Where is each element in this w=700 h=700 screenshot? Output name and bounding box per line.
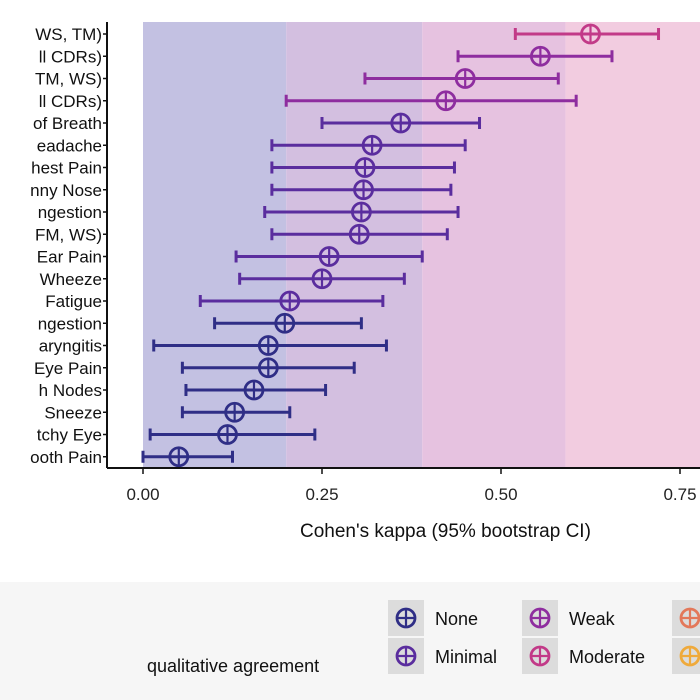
point-estimate	[257, 335, 279, 356]
legend-label: Minimal	[435, 647, 497, 667]
row-label: aryngitis	[39, 337, 102, 356]
band-none	[143, 22, 287, 468]
estimate-row: Ear Pain	[37, 246, 424, 267]
estimate-row: Eye Pain	[34, 357, 356, 379]
legend-item: Weak	[522, 600, 616, 636]
point-estimate	[257, 357, 279, 379]
estimate-row: ll CDRs)	[39, 90, 578, 112]
row-label: Fatigue	[45, 292, 102, 311]
axes: 0.00 0.25 0.50 0.75	[103, 22, 700, 504]
x-axis-title: Cohen's kappa (95% bootstrap CI)	[300, 521, 591, 542]
estimate-row: ngestion	[38, 201, 460, 223]
legend-item: Moderate	[522, 638, 645, 674]
estimate-row: Fatigue	[45, 290, 385, 312]
row-label: ngestion	[38, 203, 102, 222]
legend-item: None	[388, 600, 478, 636]
row-label: h Nodes	[39, 381, 102, 400]
row-label: nny Nose	[30, 181, 102, 200]
point-estimate	[279, 290, 301, 312]
estimate-row: aryngitis	[39, 335, 388, 356]
estimate-row: Sneeze	[44, 401, 292, 423]
point-estimate	[311, 268, 333, 290]
legend-marker	[395, 645, 417, 667]
legend-label: Moderate	[569, 647, 645, 667]
band-moderate	[565, 22, 700, 468]
point-estimate	[243, 379, 265, 401]
point-estimate	[580, 23, 601, 45]
estimate-rows: WS, TM) ll CDRs) TM, WS) ll CDRs) of Breath e…	[30, 23, 661, 468]
x-tick-label: 0.25	[305, 485, 338, 504]
point-estimate	[390, 112, 412, 134]
point-estimate	[274, 312, 296, 334]
estimate-row: ll CDRs)	[39, 45, 614, 67]
x-tick-label: 0.75	[663, 485, 696, 504]
row-label: tchy Eye	[37, 426, 102, 445]
estimate-row: FM, WS)	[35, 223, 449, 245]
row-label: Eye Pain	[34, 359, 102, 378]
legend-marker	[679, 607, 700, 629]
legend-background	[0, 582, 700, 700]
estimate-row: Wheeze	[40, 268, 406, 290]
x-tick-label: 0.50	[484, 485, 517, 504]
estimate-row: eadache	[37, 134, 467, 156]
row-label: Wheeze	[40, 270, 102, 289]
band-weak	[422, 22, 566, 468]
band-minimal	[286, 22, 423, 468]
point-estimate	[217, 424, 238, 445]
legend-label: None	[435, 609, 478, 629]
point-estimate	[354, 157, 376, 178]
point-estimate	[435, 90, 457, 112]
row-label: ooth Pain	[30, 448, 102, 467]
point-estimate	[361, 134, 383, 156]
point-estimate	[353, 179, 374, 201]
row-label: FM, WS)	[35, 225, 102, 244]
row-label: Ear Pain	[37, 248, 102, 267]
point-estimate	[224, 401, 246, 423]
estimate-row: h Nodes	[39, 379, 328, 401]
point-estimate	[529, 45, 551, 67]
point-estimate	[168, 446, 190, 468]
legend-marker	[395, 607, 417, 629]
estimate-row: ooth Pain	[30, 446, 234, 468]
estimate-row: hest Pain	[31, 157, 456, 178]
row-label: ll CDRs)	[39, 47, 102, 66]
legend: qualitative agreement None Minimal Weak Mode…	[0, 582, 700, 700]
row-label: eadache	[37, 136, 102, 155]
row-label: Sneeze	[44, 403, 102, 422]
row-label: TM, WS)	[35, 70, 102, 89]
legend-marker	[679, 645, 700, 667]
legend-item: Minimal	[388, 638, 497, 674]
point-estimate	[350, 201, 372, 223]
estimate-row: ngestion	[38, 312, 363, 334]
agreement-bands	[143, 22, 700, 468]
legend-marker	[529, 607, 551, 629]
row-label: ll CDRs)	[39, 92, 102, 111]
x-tick-label: 0.00	[126, 485, 159, 504]
row-label: ngestion	[38, 314, 102, 333]
row-label: of Breath	[33, 114, 102, 133]
row-label: WS, TM)	[35, 25, 102, 44]
estimate-row: TM, WS)	[35, 68, 560, 89]
estimate-row: nny Nose	[30, 179, 453, 201]
legend-item	[672, 638, 700, 674]
legend-marker	[529, 645, 551, 667]
estimate-row: of Breath	[33, 112, 482, 134]
legend-item	[672, 600, 700, 636]
point-estimate	[454, 68, 476, 89]
estimate-row: tchy Eye	[37, 424, 317, 445]
point-estimate	[348, 223, 370, 245]
point-estimate	[318, 246, 340, 267]
legend-title: qualitative agreement	[147, 656, 319, 676]
legend-label: Weak	[569, 609, 616, 629]
row-label: hest Pain	[31, 159, 102, 178]
estimate-row: WS, TM)	[35, 23, 661, 45]
